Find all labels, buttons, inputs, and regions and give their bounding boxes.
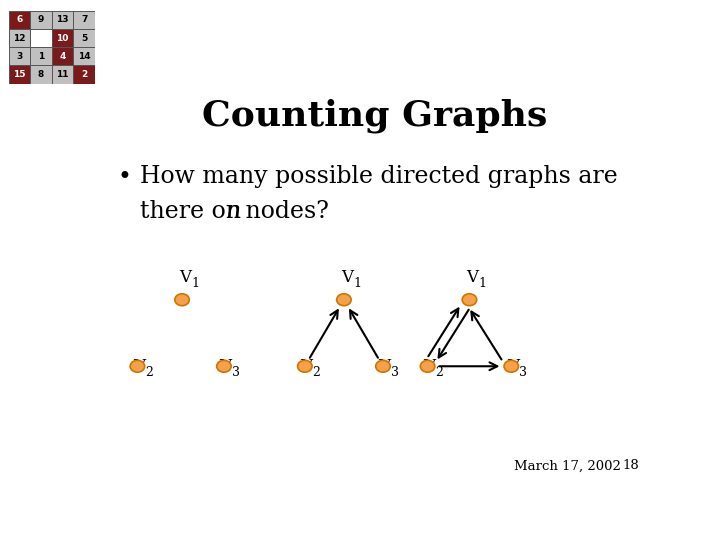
Text: 10: 10: [56, 33, 69, 43]
Bar: [30, 47, 52, 65]
Ellipse shape: [175, 294, 189, 306]
Text: 2: 2: [436, 366, 444, 379]
Bar: [9, 65, 30, 84]
Text: V: V: [220, 359, 231, 375]
Text: 3: 3: [391, 366, 399, 379]
Text: V: V: [379, 359, 390, 375]
Text: V: V: [467, 269, 479, 286]
Text: 2: 2: [145, 366, 153, 379]
Text: 15: 15: [13, 70, 26, 79]
Text: 1: 1: [38, 52, 44, 61]
Text: How many possible directed graphs are: How many possible directed graphs are: [140, 165, 618, 187]
Text: 1: 1: [479, 277, 487, 290]
Ellipse shape: [376, 360, 390, 372]
Bar: [52, 29, 73, 47]
Text: 2: 2: [312, 366, 320, 379]
Bar: [52, 11, 73, 29]
Text: 3: 3: [232, 366, 240, 379]
Bar: [30, 29, 52, 47]
Text: 1: 1: [354, 277, 361, 290]
Text: Counting Graphs: Counting Graphs: [202, 98, 547, 132]
Bar: [30, 65, 52, 84]
Text: 18: 18: [623, 460, 639, 472]
Text: V: V: [179, 269, 192, 286]
Text: V: V: [507, 359, 519, 375]
Ellipse shape: [337, 294, 351, 306]
Ellipse shape: [130, 360, 145, 372]
Text: 3: 3: [17, 52, 22, 61]
Ellipse shape: [420, 360, 435, 372]
Text: 9: 9: [38, 16, 44, 24]
Ellipse shape: [217, 360, 231, 372]
Bar: [30, 11, 52, 29]
Text: 2: 2: [81, 70, 87, 79]
Text: 12: 12: [13, 33, 26, 43]
Text: 14: 14: [78, 52, 91, 61]
Text: V: V: [423, 359, 435, 375]
Bar: [9, 47, 30, 65]
Text: •: •: [118, 165, 132, 188]
Text: 13: 13: [56, 16, 69, 24]
Bar: [52, 47, 73, 65]
Text: 8: 8: [38, 70, 44, 79]
Text: n: n: [225, 200, 241, 223]
Text: 6: 6: [17, 16, 22, 24]
Bar: [73, 47, 95, 65]
Text: March 17, 2002: March 17, 2002: [514, 460, 621, 472]
Text: nodes?: nodes?: [238, 200, 329, 223]
Ellipse shape: [297, 360, 312, 372]
Text: V: V: [341, 269, 353, 286]
Bar: [73, 11, 95, 29]
Text: V: V: [133, 359, 145, 375]
Ellipse shape: [504, 360, 518, 372]
Text: 3: 3: [519, 366, 527, 379]
Bar: [73, 65, 95, 84]
Text: 4: 4: [60, 52, 66, 61]
Text: 11: 11: [56, 70, 69, 79]
Text: V: V: [300, 359, 312, 375]
Text: there on: there on: [140, 200, 248, 223]
Bar: [9, 11, 30, 29]
Bar: [73, 29, 95, 47]
Bar: [52, 65, 73, 84]
Text: 5: 5: [81, 33, 87, 43]
Ellipse shape: [462, 294, 477, 306]
Bar: [9, 29, 30, 47]
Text: 7: 7: [81, 16, 87, 24]
Text: 1: 1: [192, 277, 199, 290]
